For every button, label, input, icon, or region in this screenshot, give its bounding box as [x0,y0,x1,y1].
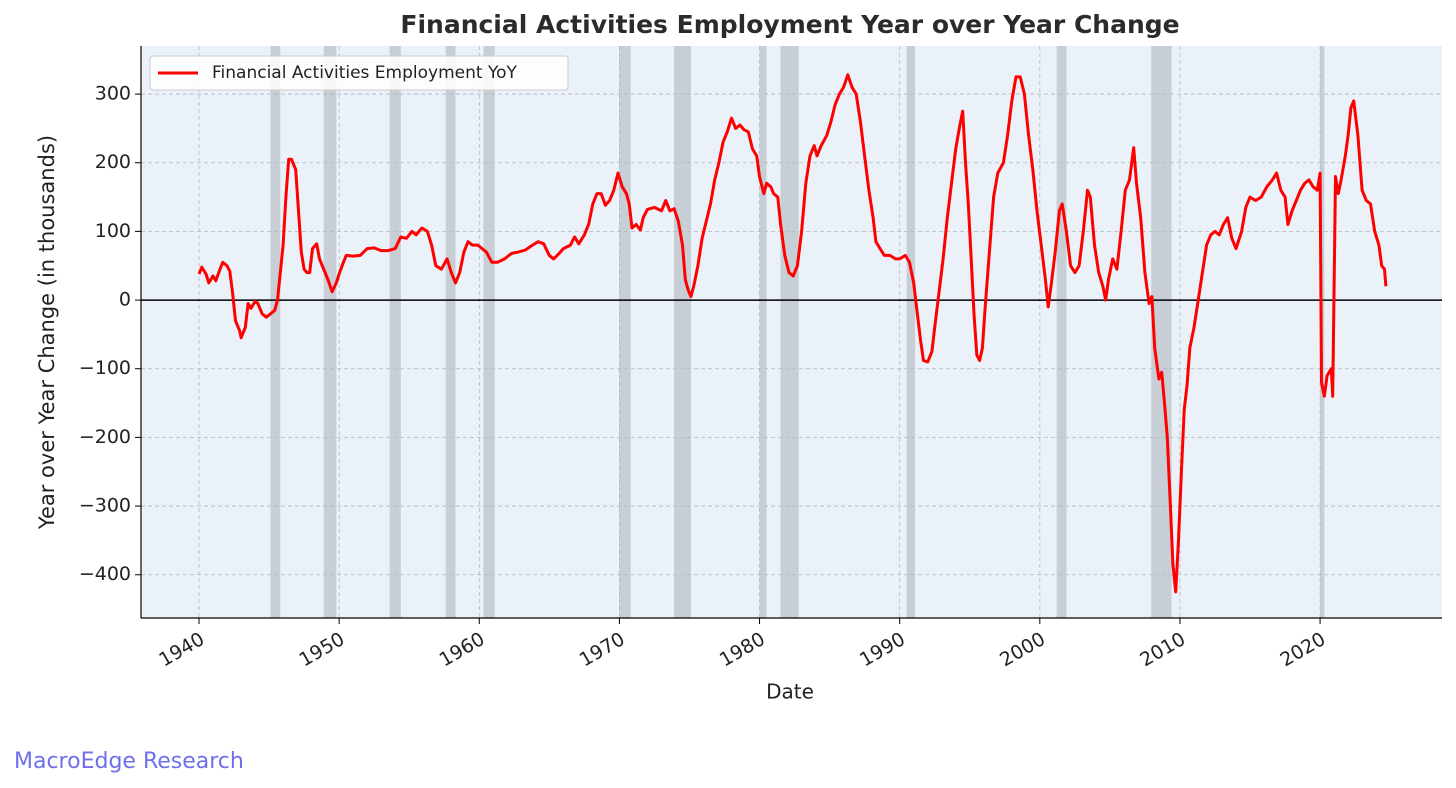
y-tick-label: −400 [79,563,131,585]
recession-band [483,46,495,618]
x-tick-label: 1980 [716,628,769,671]
legend-label: Financial Activities Employment YoY [212,63,517,83]
x-tick-label: 1960 [436,628,489,671]
x-tick-label: 1950 [296,628,349,671]
x-axis-label: Date [766,680,814,704]
recession-band [1056,46,1067,618]
chart-title: Financial Activities Employment Year ove… [400,10,1179,39]
y-axis-label: Year over Year Change (in thousands) [35,135,59,530]
legend-box [149,55,569,91]
x-tick-label: 1940 [155,628,208,671]
y-tick-label: −100 [79,357,131,379]
legend: Financial Activities Employment YoY [149,55,569,91]
y-tick-label: 0 [119,289,131,311]
x-tick-label: 1970 [576,628,629,671]
y-tick-label: 100 [95,220,131,242]
y-tick-label: −200 [79,426,131,448]
data-line [197,73,1388,594]
x-tick-label: 1990 [856,628,909,671]
recession-band [619,46,631,618]
x-tick-label: 2020 [1276,628,1329,671]
y-tick-label: 200 [95,151,131,173]
recession-band [674,46,691,618]
recession-band [1151,46,1172,618]
y-tick-label: 300 [95,83,131,105]
recession-band [270,46,281,618]
recession-band [906,46,916,618]
recession-band [323,46,337,618]
recession-band [780,46,799,618]
recession-band [759,46,767,618]
source-watermark: MacroEdge Research [14,749,244,774]
recession-band [445,46,456,618]
x-tick-label: 2010 [1136,628,1189,671]
y-tick-label: −300 [79,495,131,517]
recession-band [389,46,401,618]
x-tick-label: 2000 [996,628,1049,671]
